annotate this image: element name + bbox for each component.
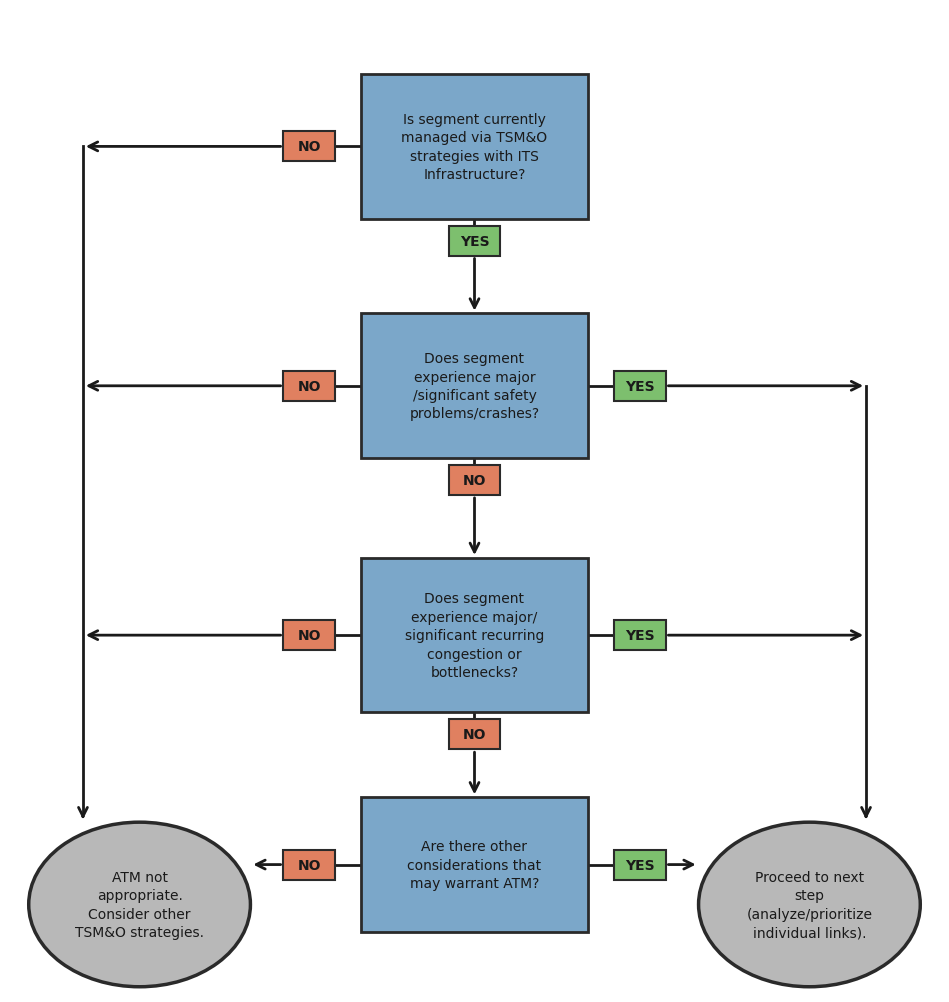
Text: Proceed to next
step
(analyze/prioritize
individual links).: Proceed to next step (analyze/prioritize… (747, 870, 872, 939)
FancyBboxPatch shape (614, 372, 665, 402)
FancyBboxPatch shape (614, 850, 665, 880)
FancyBboxPatch shape (362, 75, 587, 219)
Text: NO: NO (298, 858, 321, 872)
FancyBboxPatch shape (284, 132, 335, 162)
Text: NO: NO (298, 140, 321, 154)
Text: Are there other
considerations that
may warrant ATM?: Are there other considerations that may … (407, 840, 542, 890)
Text: Does segment
experience major
/significant safety
problems/crashes?: Does segment experience major /significa… (409, 352, 540, 421)
FancyBboxPatch shape (449, 719, 500, 749)
Text: YES: YES (624, 858, 655, 872)
Text: YES: YES (624, 380, 655, 394)
FancyBboxPatch shape (362, 798, 587, 932)
FancyBboxPatch shape (449, 226, 500, 257)
Text: NO: NO (298, 628, 321, 642)
Text: YES: YES (459, 234, 490, 248)
Text: Does segment
experience major/
significant recurring
congestion or
bottlenecks?: Does segment experience major/ significa… (405, 592, 544, 679)
FancyBboxPatch shape (284, 620, 335, 650)
FancyBboxPatch shape (284, 850, 335, 880)
Text: NO: NO (463, 474, 486, 488)
Text: ATM not
appropriate.
Consider other
TSM&O strategies.: ATM not appropriate. Consider other TSM&… (75, 870, 204, 939)
FancyBboxPatch shape (362, 558, 587, 712)
Text: YES: YES (624, 628, 655, 642)
FancyBboxPatch shape (284, 372, 335, 402)
Text: Is segment currently
managed via TSM&O
strategies with ITS
Infrastructure?: Is segment currently managed via TSM&O s… (401, 112, 548, 181)
Text: NO: NO (298, 380, 321, 394)
Ellipse shape (698, 823, 921, 987)
FancyBboxPatch shape (449, 466, 500, 496)
Text: NO: NO (463, 727, 486, 741)
FancyBboxPatch shape (362, 315, 587, 459)
Ellipse shape (28, 823, 251, 987)
FancyBboxPatch shape (614, 620, 665, 650)
